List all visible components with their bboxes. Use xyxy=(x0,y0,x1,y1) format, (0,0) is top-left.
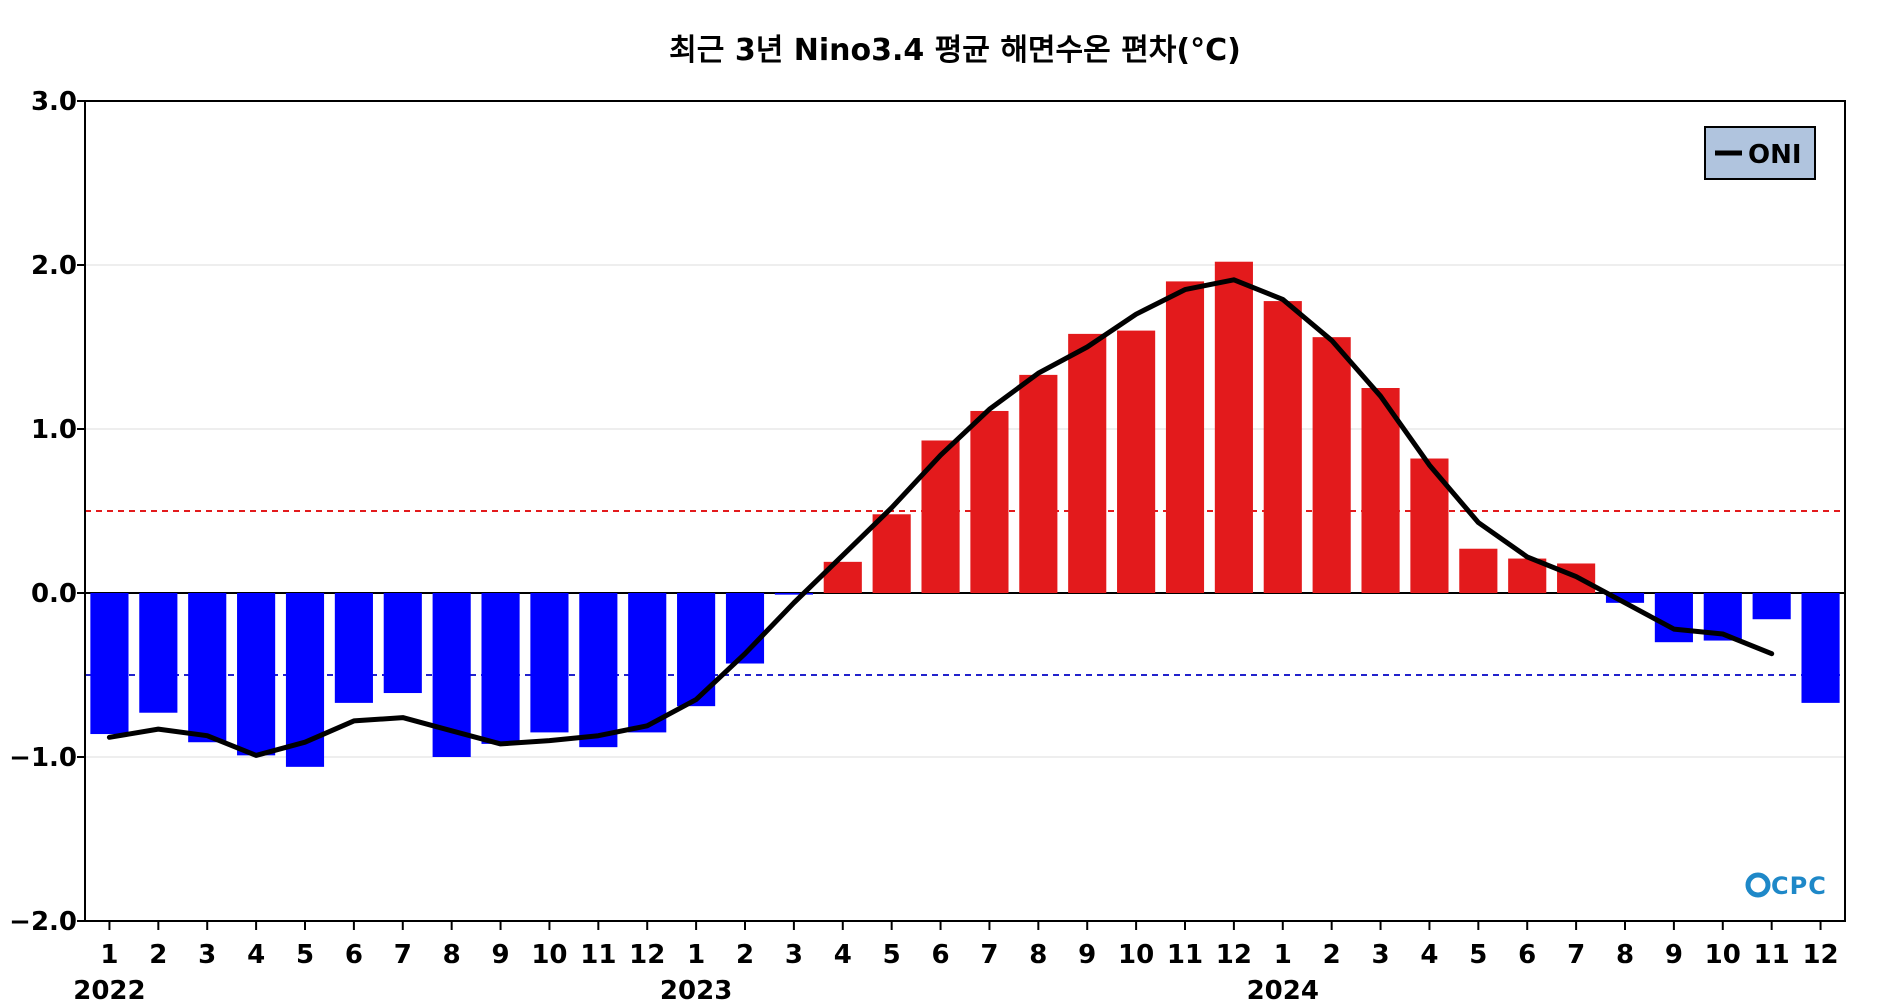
chart-title: 최근 3년 Nino3.4 평균 해면수온 편차(°C) xyxy=(669,33,1241,68)
anomaly-bar xyxy=(237,593,276,756)
x-tick-label: 4 xyxy=(834,940,852,970)
anomaly-bar xyxy=(1117,330,1156,593)
x-tick-label: 7 xyxy=(980,940,998,970)
anomaly-bar xyxy=(530,593,569,733)
x-tick-label: 11 xyxy=(1167,940,1203,970)
anomaly-bar xyxy=(872,514,911,593)
anomaly-bar xyxy=(334,593,373,703)
cpc-logo-text: CPC xyxy=(1771,872,1827,900)
x-tick-label: 2 xyxy=(1323,940,1341,970)
oni-line xyxy=(106,277,1775,758)
anomaly-bar xyxy=(1605,593,1645,603)
x-tick-label: 1 xyxy=(100,940,118,970)
anomaly-bar xyxy=(1068,333,1107,593)
x-tick-label: 6 xyxy=(932,940,950,970)
anomaly-bar xyxy=(383,593,422,694)
anomaly-bar xyxy=(139,593,178,713)
year-label: 2024 xyxy=(1247,976,1319,1000)
x-axis: 1 2 3 4 5 6 7 8 9 10 11 12 1 2 3 4 5 6 7 8 9 10 11 12 1 2 3 4 5 6 7 8 9 1… xyxy=(73,921,1839,1005)
year-label: 2022 xyxy=(73,976,145,1000)
anomaly-bars xyxy=(90,261,1840,767)
x-tick-label: 2 xyxy=(149,940,167,970)
anomaly-bar xyxy=(1459,548,1498,593)
x-tick-label: 8 xyxy=(1029,940,1047,970)
x-tick-label: 7 xyxy=(1567,940,1585,970)
y-axis: −2.0 −1.0 0.0 1.0 2.0 3.0 xyxy=(9,87,85,937)
y-tick-label: 2.0 xyxy=(31,251,77,281)
x-tick-label: 11 xyxy=(580,940,616,970)
anomaly-bar xyxy=(1801,593,1840,703)
x-tick-label: 4 xyxy=(1420,940,1438,970)
x-tick-label: 6 xyxy=(345,940,363,970)
x-tick-label: 2 xyxy=(736,940,754,970)
x-tick-label: 12 xyxy=(1216,940,1252,970)
x-tick-label: 10 xyxy=(531,940,567,970)
anomaly-bar xyxy=(1361,388,1400,593)
x-tick-label: 9 xyxy=(492,940,510,970)
x-tick-label: 8 xyxy=(443,940,461,970)
x-tick-label: 3 xyxy=(198,940,216,970)
x-tick-label: 5 xyxy=(883,940,901,970)
reference-lines xyxy=(85,510,1845,676)
anomaly-bar xyxy=(1312,337,1351,593)
x-tick-label: 9 xyxy=(1665,940,1683,970)
x-tick-label: 8 xyxy=(1616,940,1634,970)
x-tick-label: 3 xyxy=(785,940,803,970)
x-tick-label: 3 xyxy=(1372,940,1390,970)
legend-oni-label: ONI xyxy=(1748,140,1802,170)
cpc-logo-circle-icon xyxy=(1745,872,1771,898)
x-tick-label: 5 xyxy=(1469,940,1487,970)
anomaly-bar xyxy=(1165,281,1205,593)
anomaly-bar xyxy=(1263,301,1302,593)
anomaly-bar xyxy=(579,593,618,748)
anomaly-bar xyxy=(970,410,1009,593)
y-tick-label: 1.0 xyxy=(31,415,77,445)
anomaly-bar xyxy=(921,440,960,593)
anomaly-bar xyxy=(628,593,667,733)
legend: ONI xyxy=(1704,126,1816,180)
anomaly-bar xyxy=(774,593,813,595)
anomaly-bar xyxy=(1019,374,1058,593)
anomaly-bar xyxy=(1654,593,1693,643)
x-tick-label: 10 xyxy=(1118,940,1154,970)
cpc-logo: CPC xyxy=(1745,872,1827,900)
year-label: 2023 xyxy=(660,976,732,1000)
x-tick-label: 1 xyxy=(687,940,705,970)
y-tick-label: 0.0 xyxy=(31,579,77,609)
x-tick-label: 1 xyxy=(1274,940,1292,970)
anomaly-bar xyxy=(1214,261,1253,593)
x-tick-label: 12 xyxy=(629,940,665,970)
y-tick-label: −1.0 xyxy=(9,743,77,773)
plot-frame xyxy=(84,100,1846,922)
anomaly-bar xyxy=(1752,593,1791,620)
x-tick-label: 6 xyxy=(1518,940,1536,970)
x-tick-label: 4 xyxy=(247,940,265,970)
x-tick-label: 9 xyxy=(1078,940,1096,970)
x-tick-label: 12 xyxy=(1802,940,1838,970)
y-tick-label: 3.0 xyxy=(31,87,77,117)
x-tick-label: 5 xyxy=(296,940,314,970)
oni-line-layer xyxy=(106,277,1775,758)
y-tick-label: −2.0 xyxy=(9,907,77,937)
anomaly-bar xyxy=(90,593,129,735)
x-tick-label: 11 xyxy=(1754,940,1790,970)
anomaly-bar xyxy=(481,593,520,744)
anomaly-bar xyxy=(188,593,227,743)
x-tick-label: 7 xyxy=(394,940,412,970)
x-tick-label: 10 xyxy=(1705,940,1741,970)
